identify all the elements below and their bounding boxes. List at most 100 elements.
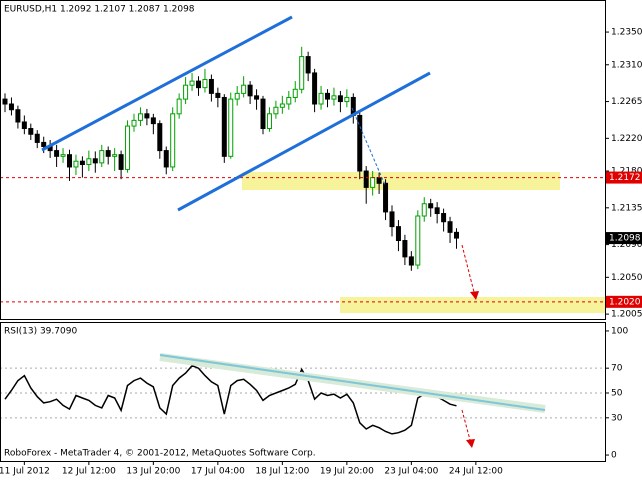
level-label-box <box>605 171 642 184</box>
chart-title: EURUSD,H1 1.2092 1.2107 1.2087 1.2098 <box>4 5 195 15</box>
rsi-title: RSI(13) 39.7090 <box>4 327 77 337</box>
candle-body <box>79 160 85 165</box>
candle-body <box>54 150 60 157</box>
level-label: 1.2172 <box>609 173 641 183</box>
candle-body <box>189 80 195 86</box>
candle-body <box>279 103 285 108</box>
candle-body <box>434 207 440 215</box>
x-tick-label: 11 Jul 2012 <box>0 467 50 477</box>
candle-body <box>105 150 111 157</box>
resistance-zone <box>242 172 560 190</box>
y-tick-label: 100 <box>611 326 628 336</box>
candle-body <box>92 158 98 164</box>
candle-body <box>137 113 143 121</box>
candle-body <box>28 128 34 135</box>
candle-body <box>428 203 434 209</box>
candle-body <box>73 160 79 168</box>
rsi-frame <box>0 322 606 462</box>
candle-body <box>241 84 247 94</box>
x-tick-label: 12 Jul 12:00 <box>62 467 116 477</box>
candle-body <box>131 119 137 127</box>
candle-body <box>370 177 376 188</box>
candle-body <box>196 80 201 89</box>
candle-body <box>215 92 221 98</box>
candle-body <box>34 133 40 143</box>
candle-body <box>163 150 169 168</box>
arrow-head <box>470 291 479 300</box>
x-tick-label: 24 Jul 12:00 <box>449 467 503 477</box>
candle-body <box>421 203 427 217</box>
candle-body <box>299 56 305 90</box>
y-tick-label: 1.2350 <box>611 28 642 38</box>
arrow-head <box>466 439 475 448</box>
y-tick-label: 0 <box>611 451 617 461</box>
candle-body <box>157 123 163 152</box>
candle-body <box>99 150 105 164</box>
price-label: 1.2098 <box>609 234 641 244</box>
x-tick-label: 23 Jul 04:00 <box>384 467 438 477</box>
candle-body <box>221 96 227 157</box>
candle-body <box>170 113 176 168</box>
candle-body <box>402 240 408 258</box>
candle-body <box>344 96 350 103</box>
candle-body <box>15 109 21 123</box>
y-tick-label: 1.2090 <box>611 240 642 250</box>
candle-body <box>454 231 459 239</box>
candle-body <box>331 95 337 100</box>
candle-body <box>144 113 150 119</box>
y-tick-label: 50 <box>611 388 623 398</box>
y-tick-label: 70 <box>611 364 623 374</box>
candle-body <box>150 117 156 125</box>
candle-body <box>228 98 234 157</box>
y-tick-label: 30 <box>611 413 623 423</box>
candle-body <box>292 88 298 98</box>
y-tick-label: 1.2265 <box>611 97 642 107</box>
candle-body <box>202 78 208 89</box>
rsi-line <box>4 364 457 435</box>
candle-body <box>415 215 421 266</box>
candle-body <box>337 95 343 103</box>
candle-body <box>234 92 240 100</box>
candle-body <box>441 213 447 223</box>
candle-body <box>247 84 253 97</box>
price-frame <box>0 0 606 320</box>
candle-body <box>447 221 453 233</box>
x-tick-label: 19 Jul 20:00 <box>320 467 374 477</box>
candle-body <box>408 256 414 266</box>
y-tick-label: 1.2050 <box>611 273 642 283</box>
candle-body <box>8 103 14 111</box>
y-tick-label: 1.2310 <box>611 60 642 70</box>
forecast-arrow <box>461 409 471 441</box>
candle-body <box>176 98 182 115</box>
footer: RoboForex - MetaTrader 4, © 2001-2012, M… <box>4 449 316 459</box>
level-label: 1.2020 <box>609 297 641 307</box>
candle-body <box>260 98 266 130</box>
rsi-trend-line <box>159 354 546 411</box>
candle-body <box>2 98 8 105</box>
candle-body <box>67 154 72 168</box>
candle-body <box>86 158 92 165</box>
candle-body <box>118 154 124 170</box>
candle-body <box>357 114 363 172</box>
candle-body <box>254 95 260 100</box>
y-tick-label: 1.2220 <box>611 134 642 144</box>
x-tick-label: 17 Jul 04:00 <box>191 467 245 477</box>
y-tick-label: 1.2005 <box>611 310 642 320</box>
candle-body <box>312 72 318 105</box>
candle-body <box>266 113 272 130</box>
candle-body <box>383 182 389 213</box>
channel-line <box>177 71 431 212</box>
candle-body <box>318 92 324 105</box>
candle-body <box>363 170 369 188</box>
candle-body <box>60 154 66 157</box>
x-tick-label: 13 Jul 20:00 <box>126 467 180 477</box>
candle-body <box>325 92 330 100</box>
channel-line <box>41 15 293 152</box>
x-tick-label: 18 Jul 12:00 <box>255 467 309 477</box>
candle-body <box>41 141 47 148</box>
candle-body <box>125 125 131 170</box>
candle-body <box>208 78 214 94</box>
candle-body <box>395 226 401 242</box>
